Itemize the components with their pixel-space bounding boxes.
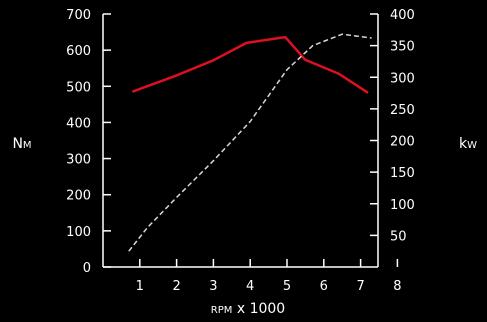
axes — [102, 14, 379, 268]
left-tick-label: 200 — [66, 189, 91, 204]
x-tick-label: 1 — [136, 279, 144, 294]
left-tick-label: 600 — [66, 44, 91, 59]
right-tick-label: 200 — [390, 135, 415, 150]
y-axis-right-title: kW — [459, 136, 477, 152]
y-axis-left-title: Nm — [12, 136, 31, 152]
x-tick-label: 4 — [246, 279, 254, 294]
left-tick-label: 0 — [83, 261, 91, 276]
tick-labels: 0 100 200 300 400 500 600 700 50 100 150 200 250 300 3… — [66, 8, 415, 294]
x-tick-label: 6 — [320, 279, 328, 294]
right-tick-label: 150 — [390, 166, 415, 181]
left-tick-label: 400 — [66, 116, 91, 131]
right-tick-label: 250 — [390, 103, 415, 118]
right-tick-label: 400 — [390, 8, 415, 23]
x-tick-label: 3 — [209, 279, 217, 294]
right-tick-label: 100 — [390, 198, 415, 213]
tick-marks — [103, 13, 399, 268]
right-tick-label: 50 — [390, 229, 407, 244]
left-tick-label: 700 — [66, 8, 91, 23]
x-tick-label: 5 — [283, 279, 291, 294]
left-tick-label: 500 — [66, 80, 91, 95]
x-axis-title: rpm x 1000 — [211, 301, 285, 317]
x-tick-label: 7 — [356, 279, 364, 294]
right-tick-label: 300 — [390, 71, 415, 86]
left-tick-label: 100 — [66, 225, 91, 240]
torque-line — [131, 35, 369, 94]
left-tick-label: 300 — [66, 153, 91, 168]
x-tick-label: 2 — [172, 279, 180, 294]
x-tick-label: 8 — [393, 279, 401, 294]
series-lines — [128, 33, 372, 252]
right-tick-label: 350 — [390, 40, 415, 55]
power-line — [128, 33, 372, 252]
